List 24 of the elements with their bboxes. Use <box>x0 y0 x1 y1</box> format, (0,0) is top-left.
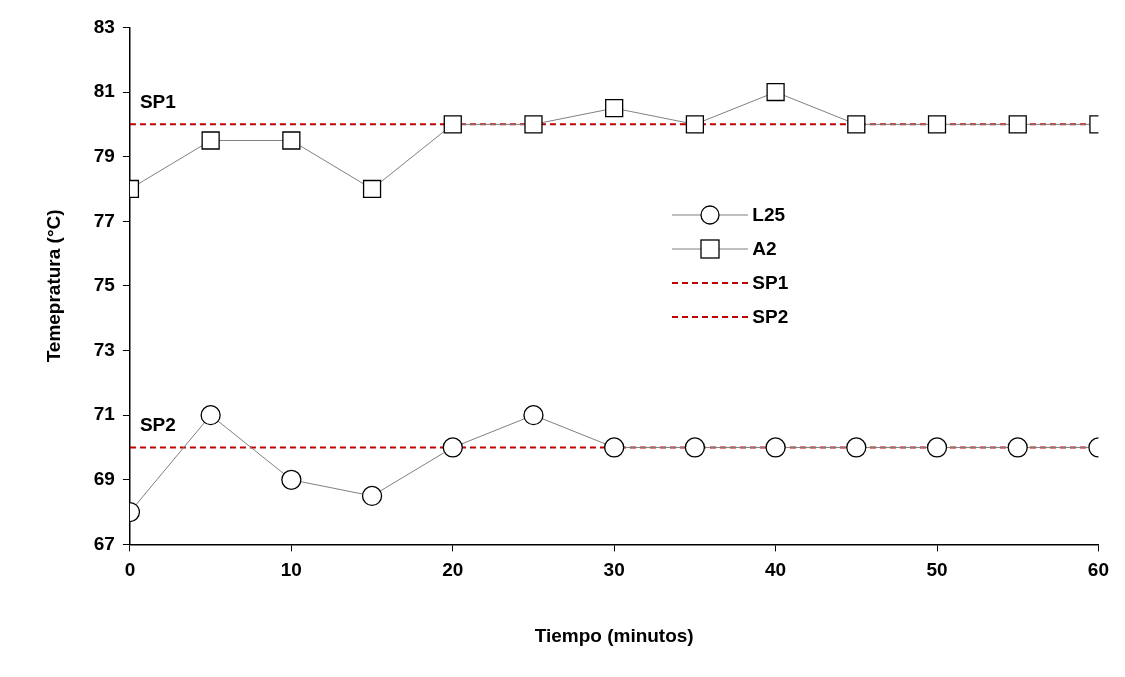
x-tick-label: 60 <box>1087 559 1109 581</box>
y-tick-label: 71 <box>93 403 116 425</box>
x-axis-title: Tiempo (minutos) <box>534 624 694 646</box>
legend-label: SP2 <box>752 306 789 328</box>
y-tick-label: 75 <box>93 274 116 296</box>
legend-label: L25 <box>752 204 786 226</box>
y-tick-label: 69 <box>93 468 115 490</box>
x-tick-label: 20 <box>442 559 464 581</box>
x-tick-label: 50 <box>926 559 948 581</box>
y-tick-label: 81 <box>93 80 116 102</box>
y-tick-label: 67 <box>93 532 115 554</box>
legend-label: SP1 <box>752 272 789 294</box>
annotation: SP1 <box>139 91 177 113</box>
y-tick-label: 77 <box>93 209 115 231</box>
y-tick-label: 83 <box>93 15 115 37</box>
y-tick-label: 79 <box>93 144 115 166</box>
x-tick-label: 40 <box>765 559 787 581</box>
legend-label: A2 <box>752 238 777 260</box>
x-tick-label: 0 <box>124 559 136 581</box>
y-axis-title: Temepratura (°C) <box>42 209 64 363</box>
x-tick-label: 30 <box>603 559 625 581</box>
y-tick-label: 73 <box>93 338 115 360</box>
annotation: SP2 <box>139 414 176 436</box>
x-tick-label: 10 <box>280 559 302 581</box>
